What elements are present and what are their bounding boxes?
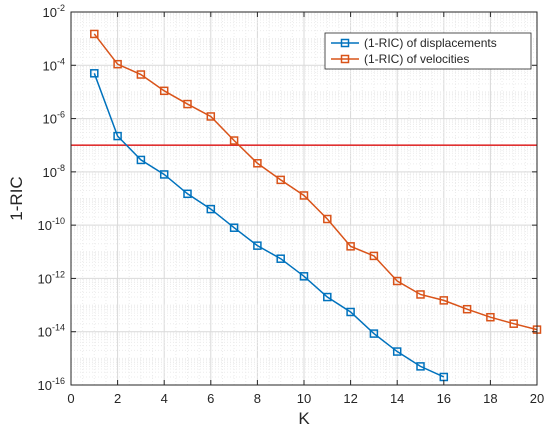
data-point	[183, 99, 192, 109]
x-tick-label: 0	[67, 391, 74, 406]
data-point	[323, 292, 332, 302]
data-point	[276, 175, 285, 185]
data-point	[206, 204, 216, 214]
data-point	[206, 112, 216, 121]
y-tick-label: 10-14	[38, 323, 65, 340]
data-point	[253, 159, 262, 168]
series-2	[90, 29, 542, 334]
legend: (1-RIC) of displacements (1-RIC) of veloc…	[324, 32, 532, 70]
data-point	[229, 223, 239, 232]
data-point	[323, 214, 332, 224]
data-point	[229, 136, 239, 145]
data-point	[276, 254, 285, 263]
data-point	[90, 29, 99, 39]
legend-marker	[340, 54, 350, 64]
y-tick-label: 10-6	[43, 110, 65, 127]
legend-entries: (1-RIC) of displacements (1-RIC) of veloc…	[331, 36, 497, 66]
y-tick-labels: 10-16 10-14 10-12 10-10 10-8 10-6 10-4 10-2	[38, 3, 65, 393]
legend-entry: (1-RIC) of velocities	[331, 52, 469, 66]
x-tick-label: 12	[343, 391, 357, 406]
legend-label: (1-RIC) of displacements	[364, 36, 497, 50]
y-tick-label: 10-8	[43, 163, 65, 180]
series-1	[90, 69, 449, 382]
x-tick-labels: 0 2 4 6 8 10 12 14 16 18 20	[67, 391, 544, 406]
data-point	[462, 304, 472, 314]
y-tick-label: 10-12	[38, 269, 65, 286]
data-point	[136, 70, 146, 79]
data-point	[346, 242, 355, 251]
x-tick-label: 10	[297, 391, 311, 406]
data-point	[439, 296, 449, 305]
series-layer	[90, 29, 542, 382]
series-line	[93, 73, 445, 378]
data-point	[299, 191, 309, 200]
legend-box	[324, 32, 532, 70]
data-point	[486, 312, 495, 322]
data-point	[159, 86, 169, 96]
x-tick-label: 8	[254, 391, 261, 406]
data-point	[113, 131, 122, 141]
grid-lines	[70, 12, 538, 386]
x-tick-label: 16	[437, 391, 451, 406]
data-point	[392, 276, 402, 286]
y-tick-label: 10-2	[43, 3, 65, 20]
data-point	[392, 347, 402, 356]
data-point	[159, 170, 169, 179]
x-axis-label: K	[298, 409, 310, 428]
legend-entry: (1-RIC) of displacements	[331, 36, 497, 50]
y-axis-label: 1-RIC	[7, 176, 26, 220]
x-tick-label: 2	[114, 391, 121, 406]
data-point	[90, 69, 99, 78]
legend-label: (1-RIC) of velocities	[364, 52, 469, 66]
x-tick-label: 4	[161, 391, 168, 406]
data-point	[416, 362, 425, 371]
legend-marker	[340, 38, 350, 48]
data-point	[509, 319, 518, 328]
x-tick-label: 20	[530, 391, 544, 406]
x-tick-label: 18	[483, 391, 497, 406]
data-point	[299, 272, 309, 281]
data-point	[136, 155, 146, 165]
data-point	[416, 290, 425, 299]
data-point	[369, 251, 379, 261]
data-point	[369, 329, 379, 338]
y-tick-label: 10-16	[38, 376, 65, 393]
x-tick-label: 14	[390, 391, 404, 406]
data-point	[346, 307, 355, 317]
y-tick-label: 10-4	[43, 56, 65, 73]
x-tick-label: 6	[207, 391, 214, 406]
data-point	[183, 189, 192, 199]
data-point	[253, 241, 262, 250]
data-point	[113, 59, 122, 69]
tick-marks	[70, 11, 538, 386]
y-tick-label: 10-10	[38, 216, 65, 233]
